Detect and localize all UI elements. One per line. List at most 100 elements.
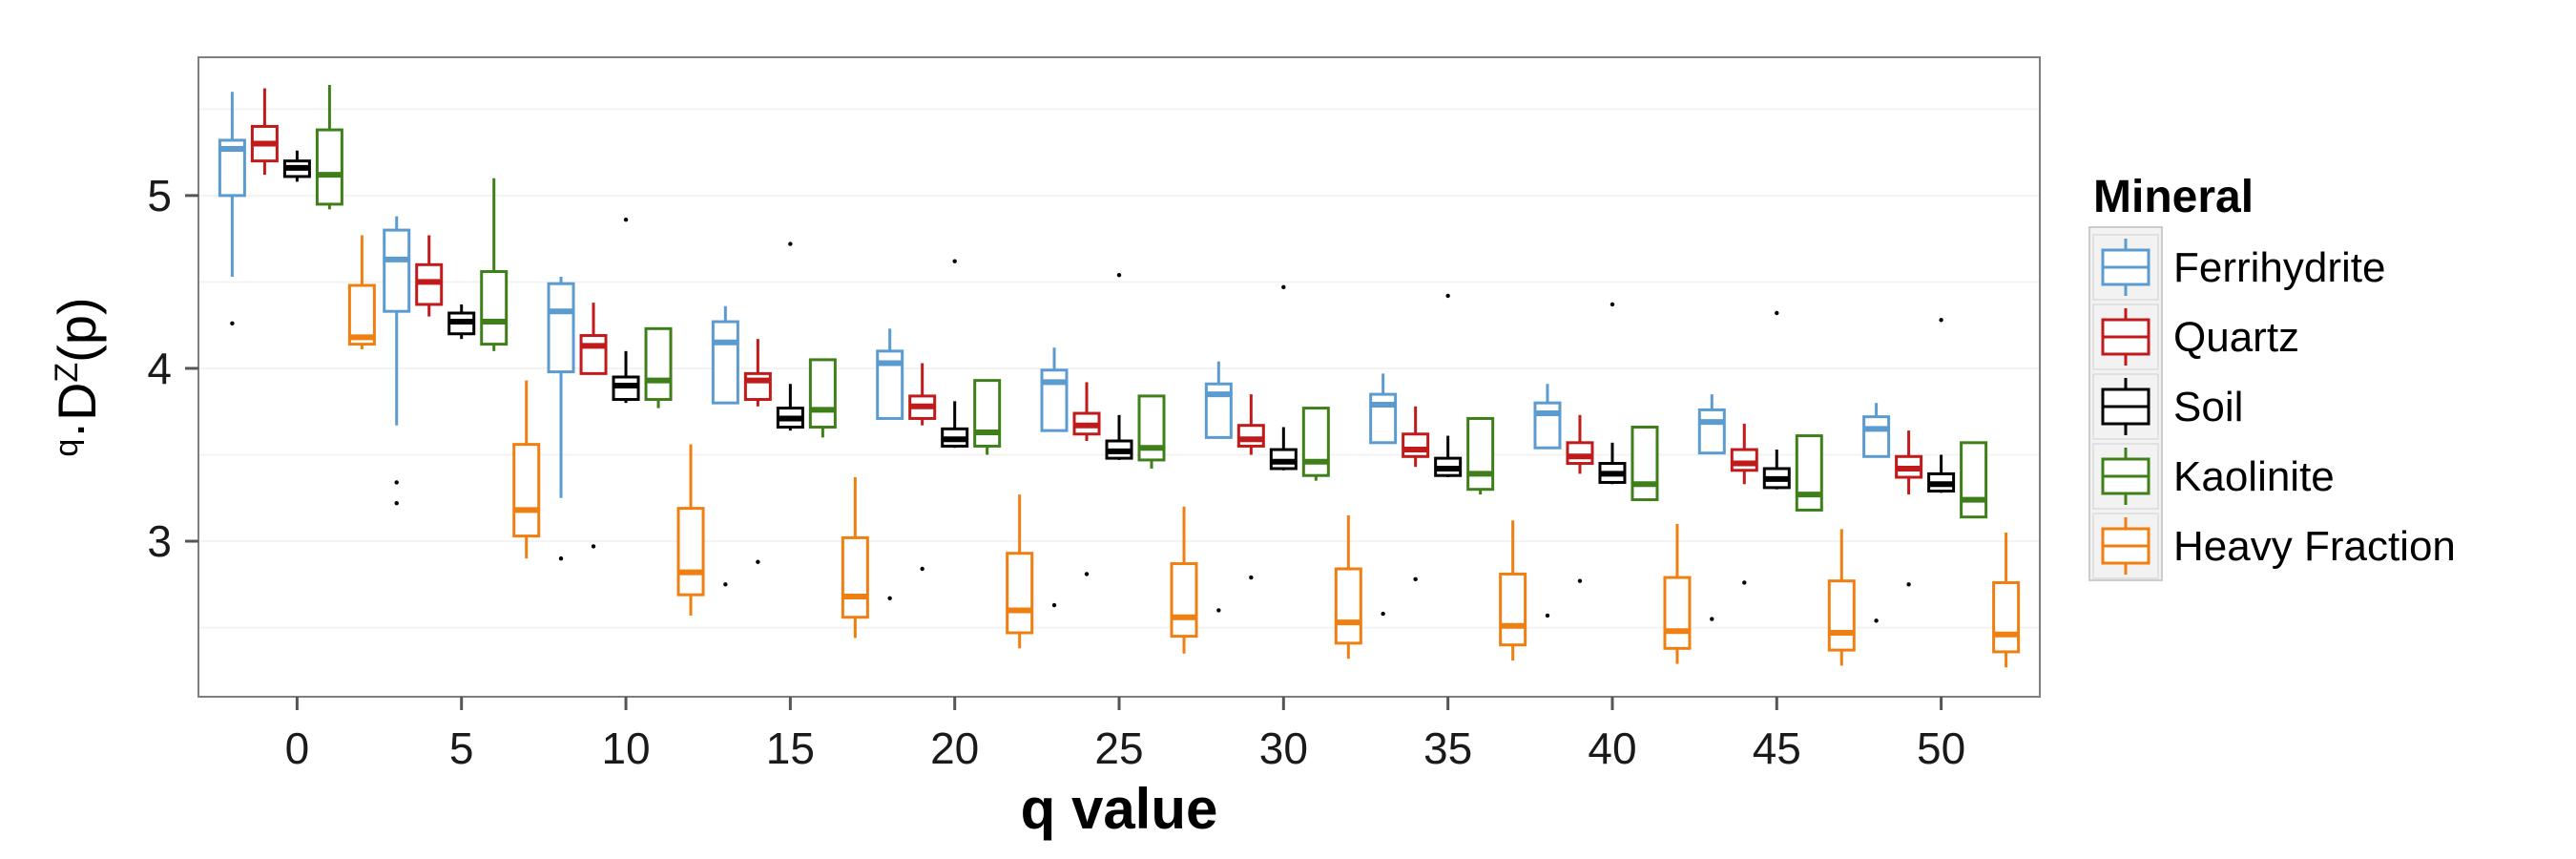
box: [315, 84, 343, 210]
outlier-point: [623, 218, 629, 222]
box-iqr: [676, 507, 705, 597]
box: [383, 216, 411, 506]
outlier-point: [394, 480, 399, 485]
outlier-point: [558, 555, 564, 561]
legend-item-quartz: Quartz: [2092, 304, 2299, 370]
y-tick-label: 3: [147, 516, 172, 566]
box: [547, 276, 575, 561]
y-axis-title-main: ·D: [47, 383, 107, 439]
box-iqr: [1631, 426, 1659, 502]
series-ferrihydrite: [218, 92, 1891, 623]
box: [876, 328, 904, 600]
legend-title: Mineral: [2093, 172, 2254, 222]
box: [1369, 373, 1398, 617]
box: [480, 178, 509, 351]
legend-label: Soil: [2173, 384, 2243, 430]
box: [1334, 514, 1362, 660]
x-tick-label: 0: [285, 723, 310, 773]
box-iqr: [808, 358, 837, 430]
outlier-point: [1545, 613, 1550, 618]
legend-items: Ferrihydrite Quartz Soil Kaolinite Heavy Fra…: [2088, 226, 2456, 581]
outlier-point: [1216, 608, 1221, 613]
outlier-point: [591, 544, 596, 549]
box-iqr: [973, 379, 1002, 448]
box: [1204, 361, 1233, 613]
box: [1137, 394, 1166, 469]
box: [1762, 310, 1791, 490]
box-iqr: [1960, 441, 1988, 519]
legend-item-ferrihydrite: Ferrihydrite: [2092, 234, 2386, 301]
outlier-point: [1577, 578, 1583, 583]
box: [908, 363, 937, 572]
box-iqr: [512, 443, 541, 538]
box: [250, 88, 279, 176]
box: [1499, 520, 1527, 660]
box: [711, 305, 739, 587]
box-iqr: [1402, 432, 1430, 458]
box: [808, 358, 837, 438]
box: [1795, 434, 1823, 512]
box: [612, 218, 640, 404]
outlier-point: [952, 259, 957, 263]
series-kaolinite: [315, 84, 1988, 519]
box-iqr: [644, 326, 673, 402]
box: [1663, 523, 1692, 664]
outlier-point: [230, 321, 235, 326]
outlier-point: [756, 559, 760, 564]
outlier-point: [1742, 580, 1747, 585]
x-tick-label: 35: [1423, 723, 1472, 773]
box-iqr: [1006, 552, 1034, 635]
box: [282, 150, 311, 182]
legend-label: Ferrihydrite: [2173, 244, 2386, 291]
outlier-point: [887, 596, 892, 600]
box: [1434, 293, 1463, 478]
box: [743, 339, 772, 564]
box-iqr: [1663, 576, 1692, 650]
box: [1040, 347, 1069, 608]
box: [1697, 394, 1726, 621]
box: [512, 380, 541, 559]
x-tick-label: 20: [930, 723, 979, 773]
legend: Mineral Ferrihydrite Quartz Soil Kaolinite H…: [2088, 172, 2456, 581]
outlier-point: [1116, 272, 1122, 278]
box-iqr: [1170, 562, 1198, 639]
x-tick-label: 10: [601, 723, 650, 773]
box: [1566, 414, 1594, 583]
x-tick-label: 45: [1753, 723, 1801, 773]
box: [1730, 423, 1758, 585]
legend-item-soil: Soil: [2092, 373, 2243, 440]
box-iqr: [711, 320, 739, 405]
box-iqr: [1862, 415, 1891, 458]
box-iqr: [1730, 448, 1758, 472]
box: [1927, 318, 1956, 493]
legend-label: Heavy Fraction: [2173, 523, 2456, 570]
series-heavy-fraction: [347, 235, 2021, 668]
x-axis-title: q value: [1021, 777, 1218, 841]
box-iqr: [480, 270, 509, 346]
outlier-point: [1710, 617, 1714, 621]
legend-label: Quartz: [2173, 314, 2299, 361]
box: [676, 444, 705, 616]
x-tick-label: 15: [766, 723, 815, 773]
series-quartz: [250, 88, 1923, 587]
legend-item-heavy-fraction: Heavy Fraction: [2092, 513, 2456, 579]
box-iqr: [315, 128, 343, 206]
box: [415, 235, 444, 317]
box: [1960, 441, 1988, 519]
box: [1598, 302, 1627, 485]
box: [1301, 407, 1330, 481]
box-iqr: [1334, 567, 1362, 645]
outlier-point: [788, 241, 793, 246]
box-iqr: [1369, 392, 1398, 445]
outlier-point: [1445, 293, 1450, 299]
box-iqr: [1697, 408, 1726, 455]
box: [1072, 382, 1101, 576]
box-iqr: [1992, 580, 2021, 654]
box-iqr: [1566, 441, 1594, 466]
outlier-point: [920, 566, 924, 572]
legend-label: Kaolinite: [2173, 453, 2335, 500]
box: [1862, 403, 1891, 623]
box: [1006, 494, 1034, 649]
